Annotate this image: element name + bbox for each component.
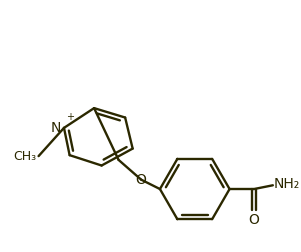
Text: NH₂: NH₂ xyxy=(274,177,300,191)
Text: O: O xyxy=(136,173,147,187)
Text: CH₃: CH₃ xyxy=(14,150,37,163)
Text: O: O xyxy=(249,212,259,227)
Text: +: + xyxy=(66,112,74,122)
Text: N: N xyxy=(51,121,61,135)
